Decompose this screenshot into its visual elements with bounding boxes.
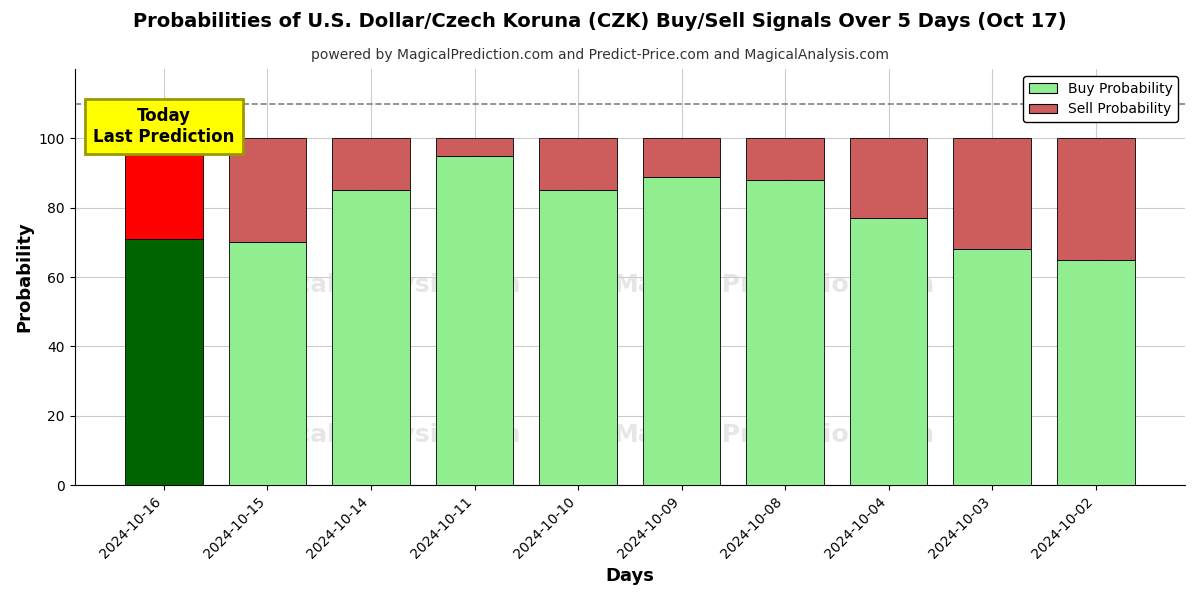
Bar — [1057, 139, 1134, 260]
Bar — [953, 139, 1031, 250]
Text: MagicalPrediction.com: MagicalPrediction.com — [613, 274, 935, 298]
Text: MagicalAnalysis.com: MagicalAnalysis.com — [228, 274, 521, 298]
Text: powered by MagicalPrediction.com and Predict-Price.com and MagicalAnalysis.com: powered by MagicalPrediction.com and Pre… — [311, 48, 889, 62]
Bar — [229, 139, 306, 242]
Bar — [539, 139, 617, 190]
Bar — [436, 139, 514, 156]
Bar — [746, 180, 824, 485]
Bar — [643, 176, 720, 485]
Text: MagicalAnalysis.com: MagicalAnalysis.com — [228, 423, 521, 447]
Bar — [332, 190, 410, 485]
Bar — [125, 239, 203, 485]
Text: Probabilities of U.S. Dollar/Czech Koruna (CZK) Buy/Sell Signals Over 5 Days (Oc: Probabilities of U.S. Dollar/Czech Korun… — [133, 12, 1067, 31]
Bar — [539, 190, 617, 485]
Bar — [436, 156, 514, 485]
Legend: Buy Probability, Sell Probability: Buy Probability, Sell Probability — [1024, 76, 1178, 122]
Bar — [643, 139, 720, 176]
Y-axis label: Probability: Probability — [16, 222, 34, 332]
Bar — [125, 139, 203, 239]
Bar — [850, 218, 928, 485]
Bar — [746, 139, 824, 180]
Text: Today
Last Prediction: Today Last Prediction — [94, 107, 235, 146]
Bar — [953, 250, 1031, 485]
Bar — [332, 139, 410, 190]
Text: MagicalPrediction.com: MagicalPrediction.com — [613, 423, 935, 447]
Bar — [1057, 260, 1134, 485]
X-axis label: Days: Days — [605, 567, 654, 585]
Bar — [850, 139, 928, 218]
Bar — [229, 242, 306, 485]
